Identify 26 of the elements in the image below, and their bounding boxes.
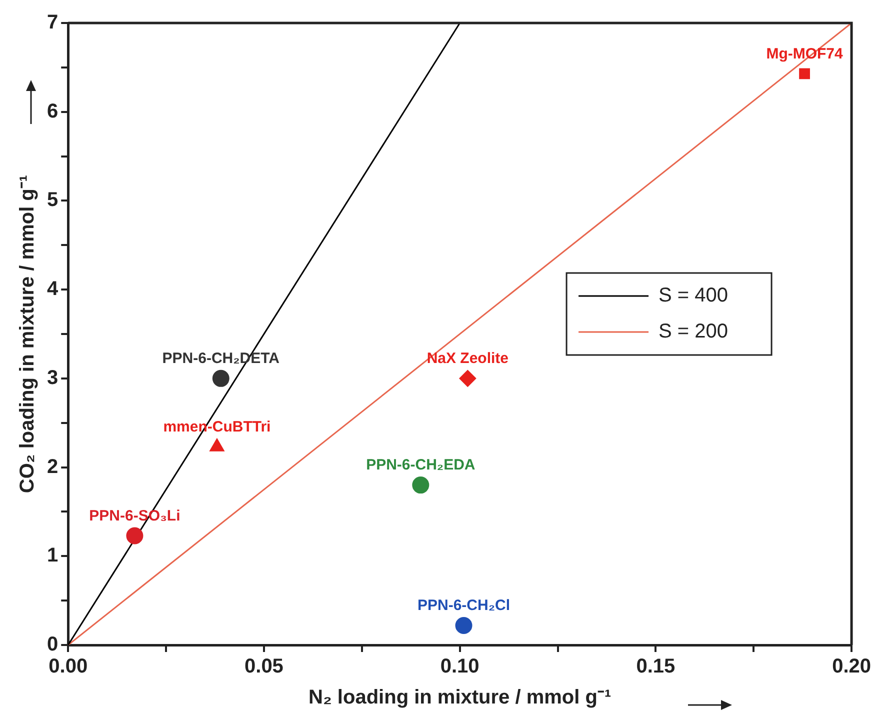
- series-label: PPN-6-CH₂Cl: [417, 597, 510, 614]
- y-tick-label: 1: [47, 544, 58, 567]
- series-label: NaX Zeolite: [426, 350, 509, 368]
- point: [412, 476, 430, 494]
- point: [455, 616, 472, 634]
- legend-label: S = 400: [658, 284, 728, 307]
- legend-label: S = 200: [658, 320, 728, 343]
- y-tick-label: 3: [47, 366, 58, 389]
- x-tick-label: 0.05: [244, 656, 284, 678]
- y-tick-label: 0: [47, 634, 58, 656]
- x-tick-label: 0.00: [48, 656, 88, 678]
- y-axis-title: CO₂ loading in mixture / mmol g⁻¹: [16, 174, 39, 494]
- point: [212, 370, 230, 387]
- y-tick-label: 5: [47, 189, 58, 212]
- point: [126, 527, 144, 544]
- y-tick-label: 4: [47, 278, 59, 300]
- y-tick-label: 6: [47, 100, 58, 122]
- x-tick-label: 0.20: [832, 656, 872, 678]
- y-tick-label: 7: [47, 12, 58, 34]
- point: [459, 370, 476, 387]
- x-axis-title: N₂ loading in mixture / mmol g⁻¹: [308, 686, 612, 709]
- x-tick-label: 0.10: [440, 656, 480, 678]
- x-tick-label: 0.15: [636, 656, 676, 678]
- point: [799, 68, 810, 80]
- y-tick-label: 2: [47, 456, 58, 478]
- series-label: PPN-6-CH₂EDA: [366, 456, 476, 474]
